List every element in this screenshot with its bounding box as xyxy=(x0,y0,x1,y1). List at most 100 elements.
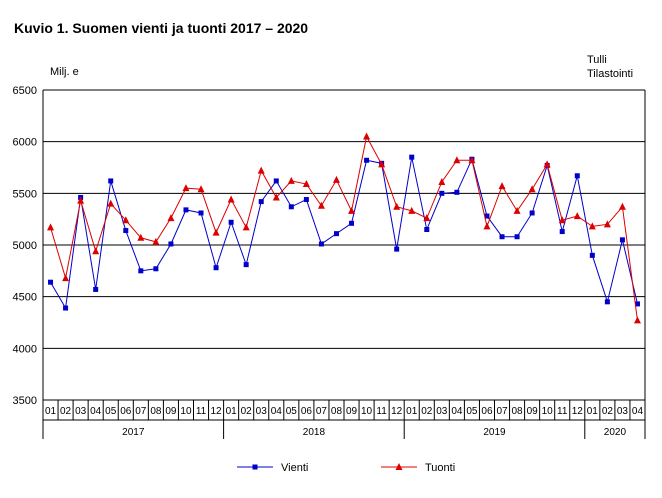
x-tick-label: 02 xyxy=(602,406,614,417)
data-point xyxy=(619,237,625,243)
data-point xyxy=(558,216,566,224)
data-point xyxy=(318,241,324,247)
data-point xyxy=(122,216,130,224)
x-tick-label: 09 xyxy=(527,406,539,417)
x-tick-label: 04 xyxy=(632,406,644,417)
data-point xyxy=(48,279,54,285)
data-point xyxy=(409,154,415,160)
data-point xyxy=(528,185,536,193)
year-label: 2020 xyxy=(604,427,627,438)
data-point xyxy=(348,206,356,214)
x-tick-label: 04 xyxy=(271,406,283,417)
data-point xyxy=(574,173,580,179)
x-tick-label: 07 xyxy=(496,406,508,417)
data-point xyxy=(588,222,596,230)
x-tick-label: 01 xyxy=(45,406,57,417)
x-tick-label: 03 xyxy=(75,406,87,417)
legend-label: Vienti xyxy=(281,462,308,474)
data-point xyxy=(243,262,249,268)
x-tick-label: 04 xyxy=(451,406,463,417)
legend-marker xyxy=(252,464,258,470)
data-point xyxy=(498,182,506,190)
x-tick-label: 12 xyxy=(211,406,223,417)
data-point xyxy=(93,286,99,292)
y-tick-label: 6000 xyxy=(13,137,37,149)
data-point xyxy=(529,210,535,216)
data-point xyxy=(543,160,551,168)
x-tick-label: 10 xyxy=(180,406,192,417)
data-point xyxy=(63,305,69,311)
data-point xyxy=(633,316,641,324)
data-point xyxy=(152,237,160,245)
data-point xyxy=(514,234,520,240)
data-point xyxy=(634,301,640,307)
series-line-vienti xyxy=(50,157,638,310)
year-label: 2018 xyxy=(303,427,326,438)
data-point xyxy=(228,219,234,225)
data-point xyxy=(618,202,626,210)
source-line-2: Tilastointi xyxy=(587,68,634,80)
y-tick-label: 4000 xyxy=(13,343,37,355)
data-point xyxy=(484,213,490,219)
year-label: 2019 xyxy=(483,427,506,438)
x-tick-label: 06 xyxy=(301,406,313,417)
legend-item-tuonti: Tuonti xyxy=(381,462,455,474)
y-tick-label: 3500 xyxy=(13,395,37,407)
data-point xyxy=(468,156,476,164)
data-point xyxy=(213,265,219,271)
data-point xyxy=(378,160,386,168)
x-tick-label: 11 xyxy=(557,406,568,417)
x-tick-label: 12 xyxy=(391,406,403,417)
x-tick-label: 03 xyxy=(256,406,268,417)
legend-label: Tuonti xyxy=(425,462,455,474)
y-tick-label: 6500 xyxy=(13,85,37,97)
data-point xyxy=(197,185,205,193)
year-label: 2017 xyxy=(122,427,145,438)
data-point xyxy=(332,175,340,183)
x-tick-label: 03 xyxy=(617,406,629,417)
y-tick-label: 4500 xyxy=(13,292,37,304)
x-tick-label: 08 xyxy=(331,406,343,417)
data-point xyxy=(257,166,265,174)
x-tick-label: 09 xyxy=(346,406,358,417)
data-point xyxy=(168,241,174,247)
data-point xyxy=(573,212,581,220)
y-axis-ticks: 3500 4000 4500 5000 5500 6000 6500 xyxy=(13,85,37,407)
x-axis: 01 02 03 04 05 06 07 08 09 10 11 12 01 02 03 04 05 06 07 08… xyxy=(42,399,646,439)
source-line-1: Tulli xyxy=(587,54,607,66)
data-point xyxy=(108,178,114,184)
gridlines xyxy=(42,89,646,401)
x-tick-label: 04 xyxy=(90,406,102,417)
data-point xyxy=(198,210,204,216)
data-point xyxy=(438,177,446,185)
x-tick-label: 08 xyxy=(150,406,162,417)
x-tick-label: 11 xyxy=(196,406,207,417)
data-point xyxy=(394,246,400,252)
data-point xyxy=(138,268,144,274)
x-tick-label: 11 xyxy=(376,406,387,417)
x-tick-label: 06 xyxy=(481,406,493,417)
data-point xyxy=(423,214,431,222)
data-point xyxy=(333,231,339,237)
x-tick-label: 10 xyxy=(542,406,554,417)
x-tick-label: 05 xyxy=(105,406,117,417)
data-point xyxy=(393,202,401,210)
x-tick-label: 07 xyxy=(316,406,328,417)
legend-item-vienti: Vienti xyxy=(237,462,308,474)
data-point xyxy=(439,190,445,196)
data-point xyxy=(242,223,250,231)
x-tick-label: 02 xyxy=(421,406,433,417)
data-point xyxy=(137,233,145,241)
data-point xyxy=(258,199,264,205)
legend-marker xyxy=(395,463,403,470)
x-tick-label: 01 xyxy=(226,406,238,417)
x-tick-label: 10 xyxy=(361,406,373,417)
data-point xyxy=(47,223,55,231)
data-point xyxy=(483,222,491,230)
data-point xyxy=(287,176,295,184)
chart-title: Kuvio 1. Suomen vienti ja tuonti 2017 – … xyxy=(14,20,309,36)
x-tick-label: 05 xyxy=(286,406,298,417)
data-point xyxy=(513,206,521,214)
x-tick-label: 05 xyxy=(466,406,478,417)
